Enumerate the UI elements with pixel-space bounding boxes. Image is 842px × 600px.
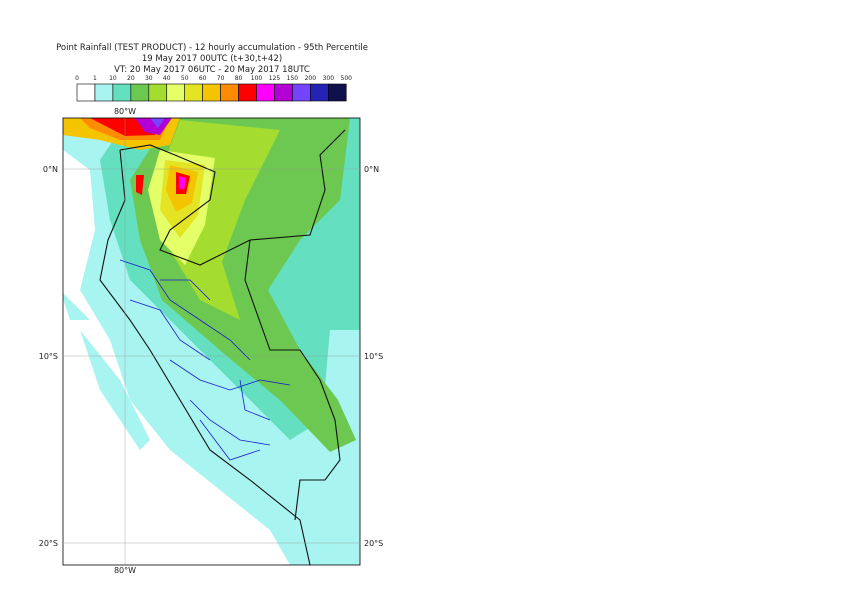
colorbar-label: 80 <box>235 75 243 82</box>
lat-label: 20°S <box>364 539 383 548</box>
colorbar-label: 300 <box>323 75 335 82</box>
colorbar-label: 150 <box>287 75 299 82</box>
colorbar-label: 20 <box>127 75 135 82</box>
colorbar-label: 60 <box>199 75 207 82</box>
title-line: VT: 20 May 2017 06UTC - 20 May 2017 18UT… <box>114 65 310 75</box>
colorbar-box <box>148 83 168 102</box>
colorbar-box <box>238 83 257 102</box>
colorbar-box <box>112 83 132 102</box>
colorbar-label: 30 <box>145 75 153 82</box>
colorbar-box <box>256 83 275 102</box>
colorbar-label: 10 <box>109 75 117 82</box>
colorbar: 0 1 10 20 30 40 50 60 70 80 100 125 150 200 300 500 <box>75 75 353 102</box>
lon-label: 80°W <box>114 107 136 116</box>
colorbar-label: 1 <box>93 75 97 82</box>
lat-label: 10°S <box>364 352 383 361</box>
title-line: 19 May 2017 00UTC (t+30,t+42) <box>142 54 282 64</box>
colorbar-box <box>166 83 186 102</box>
colorbar-label: 70 <box>217 75 225 82</box>
lat-label: 10°S <box>39 352 58 361</box>
colorbar-label: 100 <box>251 75 263 82</box>
lat-label: 20°S <box>39 539 58 548</box>
colorbar-label: 125 <box>269 75 281 82</box>
colorbar-box <box>94 83 114 102</box>
colorbar-box <box>292 83 311 102</box>
lon-label: 80°W <box>114 566 136 575</box>
colorbar-box <box>220 83 239 102</box>
title-line: Point Rainfall (TEST PRODUCT) - 12 hourl… <box>56 43 368 53</box>
colorbar-box <box>310 83 329 102</box>
colorbar-label: 50 <box>181 75 189 82</box>
colorbar-box <box>76 83 96 102</box>
colorbar-box <box>274 83 293 102</box>
lat-label: 0°N <box>43 165 58 174</box>
colorbar-label: 200 <box>305 75 317 82</box>
colorbar-label: 0 <box>75 75 79 82</box>
colorbar-box <box>184 83 203 102</box>
lat-label: 0°N <box>364 165 379 174</box>
colorbar-box <box>202 83 221 102</box>
colorbar-box <box>130 83 150 102</box>
colorbar-box <box>327 83 347 102</box>
colorbar-label: 500 <box>341 75 353 82</box>
map: 80°W 80°W 0°N 0°N 10°S 10°S 20°S 20°S <box>39 107 384 575</box>
colorbar-label: 40 <box>163 75 171 82</box>
